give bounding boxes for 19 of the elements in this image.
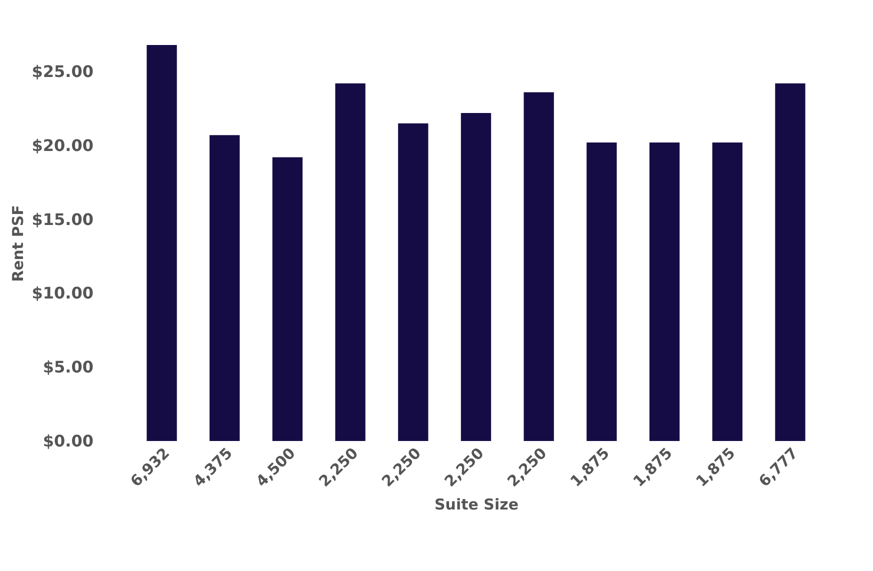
bar	[398, 123, 428, 441]
bar	[524, 92, 554, 441]
y-tick-label: $25.00	[32, 62, 94, 82]
y-tick-label: $0.00	[42, 432, 94, 450]
bar	[712, 142, 742, 441]
bar	[146, 45, 177, 441]
y-axis-title: Rent PSF	[8, 205, 27, 282]
bar	[460, 112, 492, 441]
bar	[335, 83, 366, 441]
y-tick-label: $20.00	[32, 136, 94, 155]
bar	[272, 157, 303, 441]
bar	[775, 83, 806, 441]
bar	[586, 142, 617, 441]
x-axis-title: Suite Size	[434, 496, 519, 514]
bar	[649, 142, 680, 441]
y-tick-label: $5.00	[42, 358, 94, 377]
y-tick-label: $15.00	[32, 210, 94, 229]
y-tick-label: $10.00	[32, 284, 94, 303]
bar	[210, 135, 240, 441]
